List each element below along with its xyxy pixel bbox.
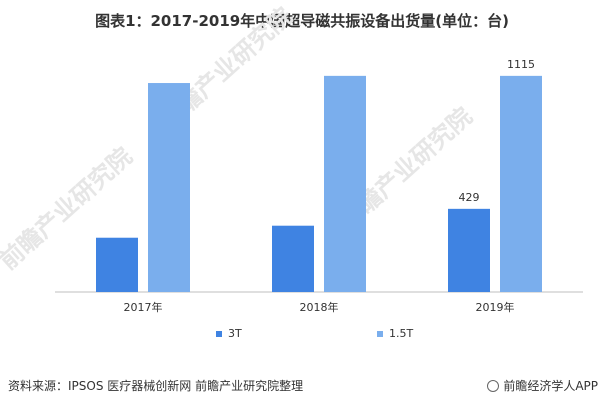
legend-item-3t: 3T bbox=[216, 327, 242, 340]
source-note: 资料来源：IPSOS 医疗器械创新网 前瞻产业研究院整理 bbox=[8, 379, 304, 393]
bar-15t-1 bbox=[148, 83, 190, 292]
bar-3t-3 bbox=[448, 208, 490, 292]
data-label-3t-3: 429 bbox=[459, 191, 480, 204]
bar-15t-2 bbox=[324, 75, 366, 292]
x-tick-label-3: 2019年 bbox=[476, 300, 515, 314]
bar-3t-1 bbox=[96, 237, 138, 292]
brand-logo-icon bbox=[487, 379, 500, 392]
legend-label-3t: 3T bbox=[228, 327, 242, 340]
bar-15t-3 bbox=[500, 75, 542, 292]
legend-swatch-15t bbox=[377, 330, 383, 337]
chart-title: 图表1：2017-2019年中国超导磁共振设备出货量(单位：台) bbox=[95, 12, 509, 30]
brand-mark: 前瞻经济学人APP bbox=[487, 377, 598, 394]
x-tick-label-1: 2017年 bbox=[124, 300, 163, 314]
legend-swatch-3t bbox=[216, 330, 222, 337]
brand-text: 前瞻经济学人APP bbox=[503, 379, 598, 393]
bar-3t-2 bbox=[272, 225, 314, 292]
data-label-15t-3: 1115 bbox=[507, 58, 535, 71]
x-tick-label-2: 2018年 bbox=[300, 300, 339, 314]
legend-item-15t: 1.5T bbox=[377, 327, 413, 340]
legend-label-15t: 1.5T bbox=[389, 327, 414, 340]
